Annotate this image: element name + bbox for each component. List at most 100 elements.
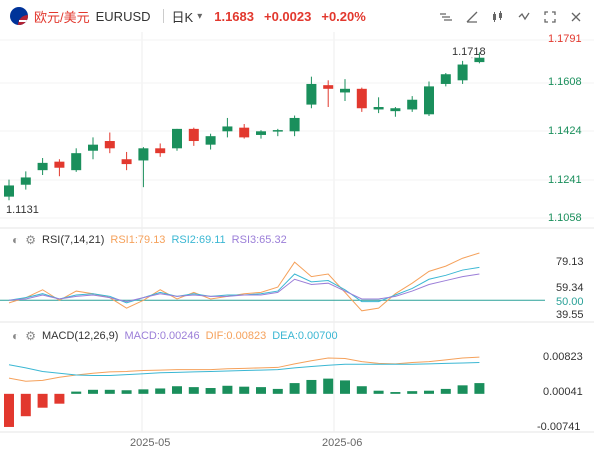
macd-histogram-bar	[340, 380, 350, 394]
macd-histogram-bar	[121, 390, 132, 394]
macd-histogram-bar	[71, 391, 82, 394]
rsi-name[interactable]: RSI(7,14,21)	[42, 234, 105, 246]
macd-axis-tick: 0.00041	[543, 386, 583, 398]
candle-body	[4, 185, 14, 197]
macd-histogram-bar	[407, 391, 418, 394]
candle-body	[222, 126, 233, 132]
candle-body	[373, 107, 384, 110]
rsi-line-rsi3	[8, 273, 480, 303]
pair-name-cn[interactable]: 欧元/美元	[34, 9, 90, 25]
macd-histogram-bar	[4, 393, 14, 427]
candle-body	[356, 88, 367, 109]
candle-body	[407, 99, 418, 110]
rsi-axis-tick: 59.34	[556, 282, 584, 294]
settings-icon[interactable]: ⚙	[25, 233, 37, 247]
macd-histogram-bar	[188, 387, 199, 394]
crosshair-icon[interactable]	[436, 7, 456, 27]
layout-icon[interactable]	[514, 7, 534, 27]
price-change: +0.0023	[264, 8, 312, 24]
macd-histogram-bar	[440, 388, 451, 394]
macd-histogram-bar	[457, 385, 468, 394]
symbol-code[interactable]: EURUSD	[95, 8, 151, 24]
macd-histogram-bar	[205, 388, 216, 394]
candle-body	[424, 86, 434, 115]
candle-body	[71, 153, 82, 171]
visibility-icon[interactable]: ◐	[12, 329, 20, 343]
price-axis-tick: 1.1791	[548, 33, 582, 45]
candle-body	[155, 148, 166, 154]
rsi2-value: RSI2:69.11	[171, 234, 226, 246]
macd-histogram-bar	[356, 386, 367, 394]
candle-body	[440, 74, 451, 84]
dea-line	[8, 362, 480, 376]
candle-body	[272, 130, 283, 132]
price-axis-tick: 1.1058	[548, 212, 582, 224]
macd-histogram-bar	[172, 386, 182, 394]
dif-line	[8, 356, 480, 382]
candle-body	[54, 161, 65, 168]
macd-histogram-bar	[323, 378, 334, 394]
macd-histogram-bar	[104, 389, 115, 394]
x-axis-label: 2025-06	[322, 437, 363, 449]
settings-icon[interactable]: ⚙	[25, 329, 37, 343]
candle-body	[306, 83, 317, 105]
rsi1-value: RSI1:79.13	[110, 234, 166, 246]
price-change-pct: +0.20%	[321, 8, 366, 24]
macd-name[interactable]: MACD(12,26,9)	[42, 330, 119, 342]
price-axis-tick: 1.1424	[548, 125, 582, 137]
candle-body	[20, 177, 31, 185]
expand-icon[interactable]	[540, 7, 560, 27]
candle-body	[37, 162, 48, 171]
macd-histogram-bar	[390, 392, 401, 394]
min-price-label: 1.1131	[6, 204, 39, 216]
macd-axis-tick: 0.00823	[543, 351, 583, 363]
price-axis-tick: 1.1241	[548, 174, 582, 186]
macd-histogram-bar	[239, 386, 250, 394]
candle-body	[188, 128, 199, 142]
macd-legend: ◐ ⚙ MACD(12,26,9) MACD:0.00246 DIF:0.008…	[12, 329, 338, 343]
rsi-axis-tick: 39.55	[556, 309, 584, 321]
macd-histogram-bar	[37, 393, 48, 408]
close-icon[interactable]	[566, 7, 586, 27]
candle-body	[205, 136, 216, 145]
chevron-down-icon[interactable]: ▾	[197, 10, 203, 22]
eu-us-flag-icon	[10, 7, 28, 25]
max-price-label: 1.1718	[452, 46, 486, 58]
macd-value: MACD:0.00246	[124, 330, 200, 342]
rsi-axis-tick: 50.00	[556, 296, 584, 308]
macd-histogram-bar	[474, 383, 485, 394]
visibility-icon[interactable]: ◐	[12, 233, 20, 247]
candle-body	[323, 85, 334, 89]
candle-body	[172, 128, 182, 149]
rsi-axis-tick: 79.13	[556, 256, 584, 268]
candle-body	[474, 57, 485, 63]
macd-histogram-bar	[54, 393, 65, 404]
period-selector[interactable]: 日K	[171, 9, 194, 25]
macd-histogram-bar	[289, 383, 300, 394]
macd-axis-tick: -0.00741	[537, 421, 581, 433]
candle-body	[121, 159, 132, 165]
macd-histogram-bar	[272, 388, 283, 394]
macd-histogram-bar	[424, 390, 434, 394]
candle-type-icon[interactable]	[488, 7, 508, 27]
candle-body	[104, 141, 115, 149]
chart-header: 欧元/美元 EURUSD 日K ▾ 1.1683 +0.0023 +0.20%	[0, 0, 594, 32]
price-axis-tick: 1.1608	[548, 76, 582, 88]
rsi-line-rsi1	[8, 252, 480, 312]
macd-histogram-bar	[138, 389, 149, 394]
macd-histogram-bar	[20, 393, 31, 417]
candle-body	[239, 127, 250, 138]
macd-histogram-bar	[88, 389, 98, 394]
candle-body	[340, 88, 350, 93]
chart-toolbar	[436, 7, 586, 27]
macd-histogram-bar	[256, 387, 266, 394]
rsi-legend: ◐ ⚙ RSI(7,14,21) RSI1:79.13 RSI2:69.11 R…	[12, 233, 287, 247]
draw-icon[interactable]	[462, 7, 482, 27]
dea-value: DEA:0.00700	[272, 330, 338, 342]
divider	[162, 9, 164, 23]
candle-body	[457, 64, 468, 81]
macd-histogram-bar	[373, 390, 384, 394]
candle-body	[256, 131, 266, 135]
dif-value: DIF:0.00823	[205, 330, 267, 342]
